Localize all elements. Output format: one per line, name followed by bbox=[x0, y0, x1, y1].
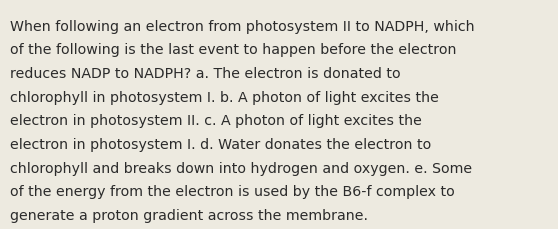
Text: chlorophyll and breaks down into hydrogen and oxygen. e. Some: chlorophyll and breaks down into hydroge… bbox=[10, 161, 472, 175]
Text: electron in photosystem I. d. Water donates the electron to: electron in photosystem I. d. Water dona… bbox=[10, 137, 431, 151]
Text: of the energy from the electron is used by the B6-f complex to: of the energy from the electron is used … bbox=[10, 185, 455, 199]
Text: chlorophyll in photosystem I. b. A photon of light excites the: chlorophyll in photosystem I. b. A photo… bbox=[10, 90, 439, 104]
Text: of the following is the last event to happen before the electron: of the following is the last event to ha… bbox=[10, 43, 456, 57]
Text: generate a proton gradient across the membrane.: generate a proton gradient across the me… bbox=[10, 208, 368, 222]
Text: When following an electron from photosystem II to NADPH, which: When following an electron from photosys… bbox=[10, 19, 475, 33]
Text: electron in photosystem II. c. A photon of light excites the: electron in photosystem II. c. A photon … bbox=[10, 114, 422, 128]
Text: reduces NADP to NADPH? a. The electron is donated to: reduces NADP to NADPH? a. The electron i… bbox=[10, 67, 401, 81]
